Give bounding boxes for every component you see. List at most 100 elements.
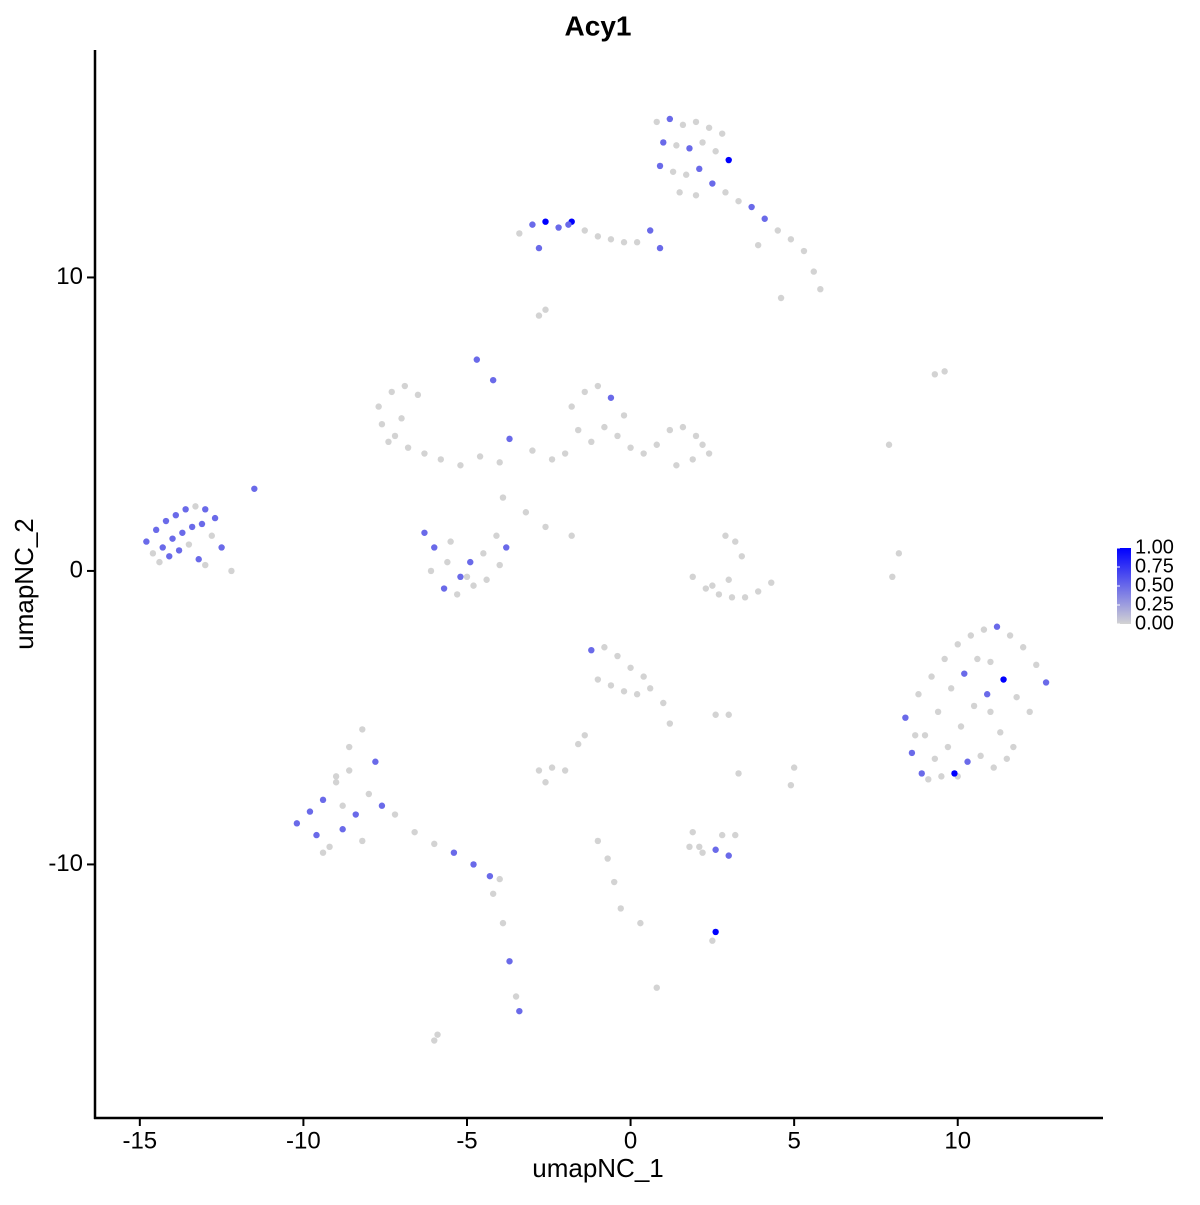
point <box>676 189 683 196</box>
point <box>725 156 732 164</box>
point <box>722 532 729 539</box>
point <box>431 544 438 551</box>
point <box>195 556 202 563</box>
point <box>339 802 346 809</box>
point <box>352 811 359 818</box>
point <box>391 432 399 440</box>
y-axis-label: umapNC_2 <box>9 518 39 650</box>
point <box>938 773 945 780</box>
point <box>476 453 484 460</box>
colorbar-tick-label: 0.00 <box>1135 612 1174 634</box>
point <box>470 861 477 868</box>
point <box>182 506 189 513</box>
point <box>166 553 173 560</box>
point <box>718 130 726 137</box>
point <box>885 441 893 448</box>
point <box>941 655 948 663</box>
point <box>211 514 219 522</box>
point <box>895 550 903 557</box>
point <box>548 764 556 771</box>
point <box>473 356 481 363</box>
point <box>810 268 817 275</box>
point <box>444 558 451 566</box>
point <box>601 644 608 651</box>
point <box>427 567 435 575</box>
point <box>947 685 955 692</box>
point <box>1003 755 1011 762</box>
point <box>1006 632 1014 639</box>
point <box>319 849 327 856</box>
point <box>761 215 768 222</box>
point <box>656 244 664 252</box>
point <box>594 837 602 845</box>
y-tick-label: -10 <box>48 850 83 877</box>
point <box>411 828 418 836</box>
point <box>614 432 621 440</box>
point <box>611 878 618 886</box>
point <box>568 532 575 539</box>
point <box>666 115 674 123</box>
point <box>306 808 314 815</box>
point <box>647 227 654 234</box>
point <box>709 180 716 187</box>
point <box>614 652 621 660</box>
point <box>542 306 549 313</box>
point <box>480 550 487 557</box>
point <box>620 412 628 419</box>
point <box>313 831 320 839</box>
point <box>555 224 562 231</box>
point <box>332 779 340 786</box>
point <box>542 218 549 225</box>
point <box>172 511 180 519</box>
point <box>983 691 991 698</box>
point <box>660 699 667 707</box>
point <box>457 462 464 469</box>
point <box>162 517 170 525</box>
point <box>640 673 647 680</box>
y-tick-label: 10 <box>56 263 83 290</box>
point <box>777 294 785 302</box>
point <box>732 831 739 839</box>
point <box>607 236 615 243</box>
point <box>660 139 667 146</box>
point <box>951 770 958 777</box>
point <box>709 582 716 589</box>
point <box>516 230 523 237</box>
point <box>699 441 706 448</box>
point <box>506 435 513 443</box>
point <box>499 494 507 501</box>
point <box>620 239 628 246</box>
point <box>175 547 183 554</box>
point <box>768 579 775 586</box>
point <box>431 1037 438 1044</box>
point <box>617 905 624 912</box>
point <box>440 585 448 592</box>
point <box>787 236 795 243</box>
point <box>339 826 346 833</box>
point <box>202 561 209 569</box>
point <box>640 450 647 457</box>
point <box>970 702 978 710</box>
point <box>1000 676 1007 683</box>
point <box>581 388 588 396</box>
point <box>601 423 608 431</box>
point <box>918 770 925 777</box>
point <box>673 462 680 469</box>
point <box>800 247 808 255</box>
point <box>1026 708 1033 716</box>
point <box>378 802 386 809</box>
point <box>506 958 513 965</box>
point <box>188 523 196 531</box>
point <box>790 764 798 771</box>
points <box>143 115 1050 1044</box>
colorbar-tick-label: 1.00 <box>1135 536 1174 558</box>
point <box>748 203 755 211</box>
point <box>529 447 536 454</box>
point <box>529 221 536 228</box>
point <box>682 171 690 178</box>
point <box>961 670 968 677</box>
point <box>535 767 543 774</box>
point <box>378 420 386 428</box>
point <box>542 523 549 531</box>
x-tick-label: 10 <box>944 1127 971 1154</box>
